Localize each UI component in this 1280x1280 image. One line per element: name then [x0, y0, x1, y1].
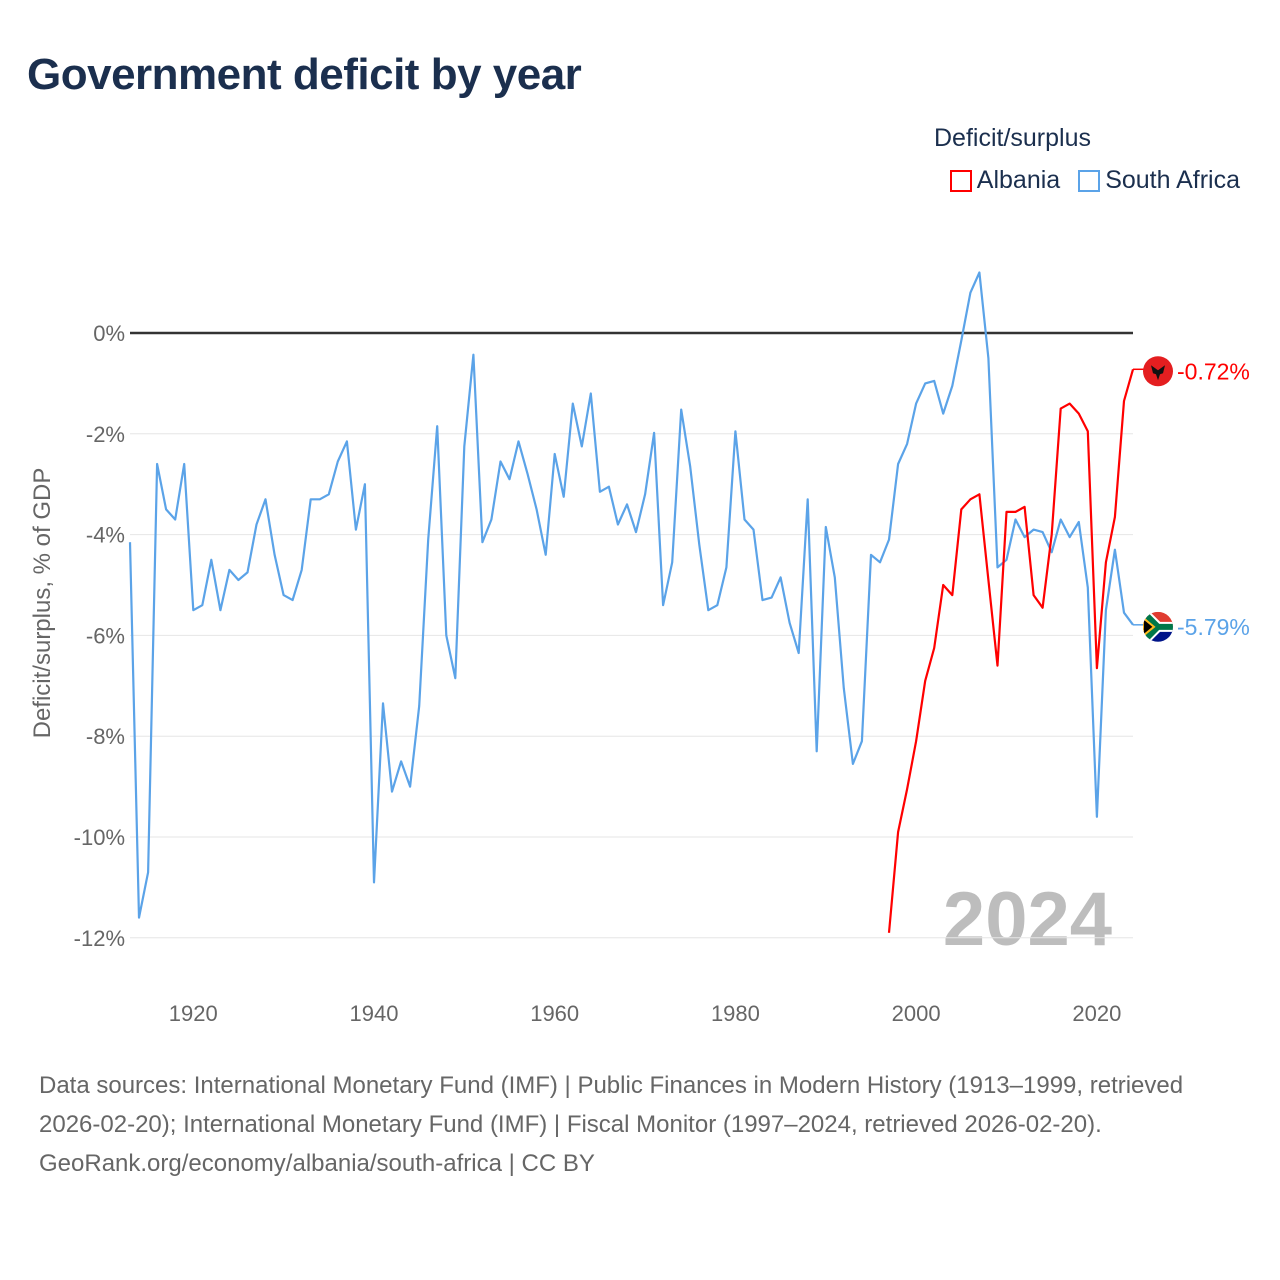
south-africa-swatch: [1078, 169, 1101, 192]
south-africa-flag-icon: [1143, 611, 1173, 642]
series-line-albania: [887, 368, 1135, 933]
x-tick-label: 1940: [349, 1001, 398, 1026]
x-tick-label: 2000: [892, 1001, 941, 1026]
year-watermark: 2024: [943, 877, 1112, 962]
y-tick-label: -10%: [74, 825, 125, 850]
end-value-label: -5.79%: [1177, 614, 1250, 640]
y-tick-label: -12%: [74, 926, 125, 951]
y-tick-label: -4%: [86, 523, 125, 548]
legend-title: Deficit/surplus: [934, 124, 1091, 152]
line-chart: 2024 Deficit/surplus, % of GDP 0% -2% -4% -…: [29, 271, 1250, 1026]
legend: Albania South Africa: [949, 166, 1240, 195]
legend-label: Albania: [976, 166, 1061, 194]
footer: Data sources: International Monetary Fun…: [39, 1066, 1239, 1183]
legend-item-albania[interactable]: Albania: [949, 166, 1061, 195]
y-tick-label: -6%: [86, 623, 125, 648]
albania-flag-icon: [1143, 356, 1173, 387]
legend-label: South Africa: [1105, 166, 1240, 194]
x-tick-label: 1980: [711, 1001, 760, 1026]
end-value-label: -0.72%: [1177, 358, 1250, 384]
chart-title: Government deficit by year: [27, 50, 582, 99]
y-tick-label: 0%: [93, 321, 125, 346]
y-axis-label: Deficit/surplus, % of GDP: [29, 468, 56, 739]
x-tick-label: 2020: [1072, 1001, 1121, 1026]
y-tick-label: -8%: [86, 724, 125, 749]
x-tick-label: 1960: [530, 1001, 579, 1026]
albania-swatch: [949, 169, 972, 192]
source-link[interactable]: GeoRank.org/economy/albania/south-africa…: [39, 1150, 595, 1177]
x-tick-label: 1920: [169, 1001, 218, 1026]
y-tick-label: -2%: [86, 422, 125, 447]
data-sources: Data sources: International Monetary Fun…: [39, 1072, 1184, 1138]
series-line-south-africa: [128, 271, 1134, 919]
legend-item-south-africa[interactable]: South Africa: [1078, 166, 1240, 195]
